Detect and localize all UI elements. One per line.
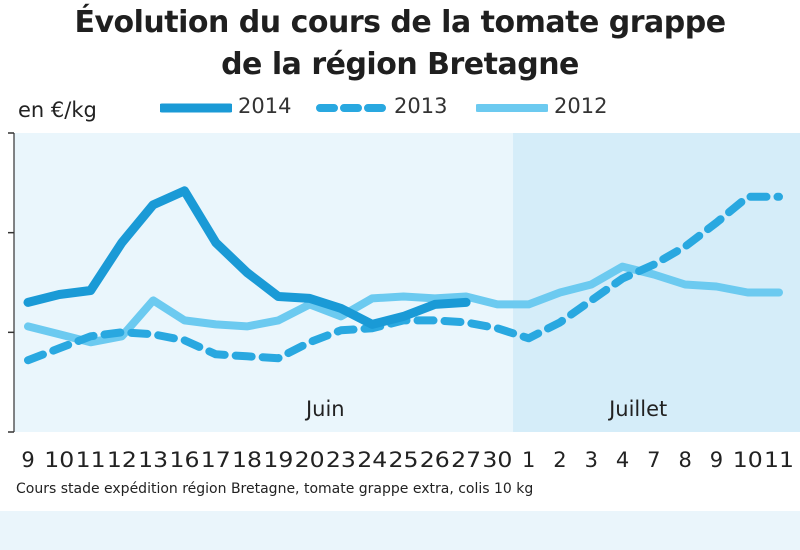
x-tick-label: 13 bbox=[138, 448, 168, 472]
x-tick-label: 26 bbox=[420, 448, 450, 472]
x-tick-label: 12 bbox=[107, 448, 137, 472]
legend-swatch-2014 bbox=[160, 103, 232, 113]
series-layer bbox=[23, 186, 783, 365]
y-axis-unit-label: en €/kg bbox=[18, 98, 97, 122]
period-label-juin: Juin bbox=[304, 397, 345, 421]
x-tick-label: 1 bbox=[522, 448, 535, 472]
legend-label-2012: 2012 bbox=[554, 94, 608, 118]
legend-swatch-2013 bbox=[316, 104, 388, 112]
bottom-band bbox=[0, 511, 800, 550]
x-tick-label: 11 bbox=[764, 448, 794, 472]
legend-swatch-2012 bbox=[476, 104, 548, 112]
x-tick-label: 7 bbox=[647, 448, 660, 472]
x-tick-label: 2 bbox=[553, 448, 566, 472]
x-tick-label: 27 bbox=[451, 448, 481, 472]
x-tick-label: 8 bbox=[678, 448, 691, 472]
chart-title-line-2: de la région Bretagne bbox=[221, 47, 579, 82]
x-tick-label: 23 bbox=[326, 448, 356, 472]
legend-label-2014: 2014 bbox=[238, 94, 292, 118]
juillet-background bbox=[513, 133, 800, 432]
x-tick-label: 9 bbox=[21, 448, 34, 472]
x-tick-label: 10 bbox=[733, 448, 763, 472]
x-tick-label: 3 bbox=[585, 448, 598, 472]
x-tick-label: 9 bbox=[710, 448, 723, 472]
series-line-2014 bbox=[23, 186, 471, 329]
y-axis-ticks bbox=[8, 132, 14, 433]
x-tick-label: 17 bbox=[201, 448, 231, 472]
line-chart: Juin Juillet 9 10 11 12 13 16 17 18 19 20 23 24 25 26… bbox=[8, 132, 800, 472]
legend-label-2013: 2013 bbox=[394, 94, 448, 118]
footnote: Cours stade expédition région Bretagne, … bbox=[16, 481, 534, 497]
x-tick-label: 4 bbox=[616, 448, 629, 472]
x-axis-tick-labels: 9 10 11 12 13 16 17 18 19 20 23 24 25 26 27 30 1 2 3 4 7 8 9 10… bbox=[21, 448, 794, 472]
x-tick-label: 20 bbox=[295, 448, 325, 472]
chart-title-line-1: Évolution du cours de la tomate grappe bbox=[74, 5, 726, 40]
x-tick-label: 10 bbox=[44, 448, 74, 472]
period-label-juillet: Juillet bbox=[607, 397, 667, 421]
x-tick-label: 19 bbox=[263, 448, 293, 472]
x-tick-label: 18 bbox=[232, 448, 262, 472]
x-tick-label: 24 bbox=[357, 448, 387, 472]
series-line-2012 bbox=[24, 262, 783, 347]
x-tick-label: 16 bbox=[169, 448, 199, 472]
x-tick-label: 30 bbox=[482, 448, 512, 472]
x-tick-label: 25 bbox=[389, 448, 419, 472]
x-tick-label: 11 bbox=[76, 448, 106, 472]
